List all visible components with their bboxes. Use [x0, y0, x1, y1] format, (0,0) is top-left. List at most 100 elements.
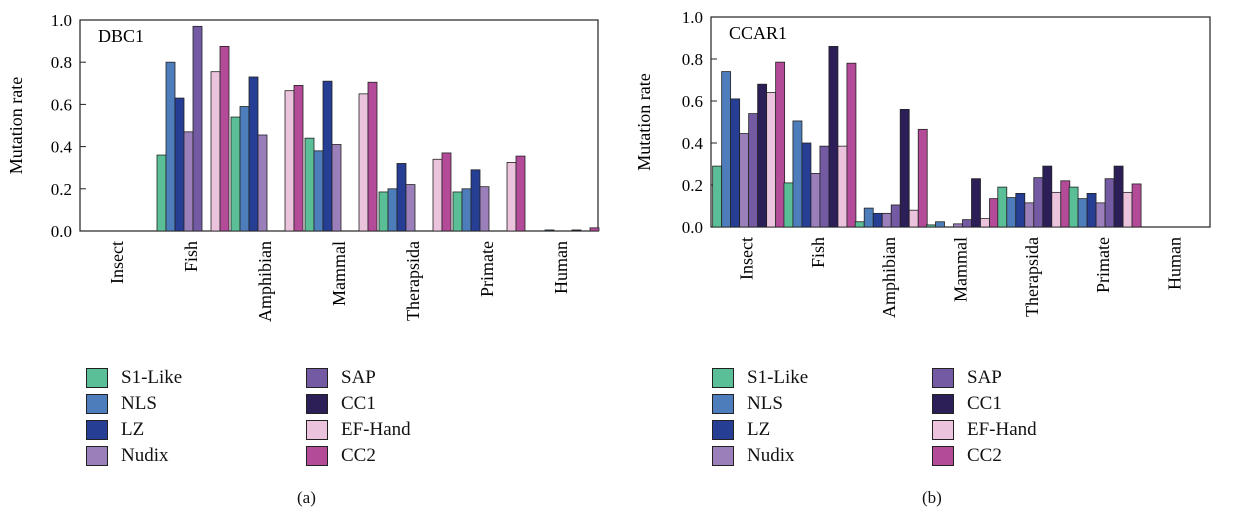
bar-therapsida-cc2: [441, 152, 452, 232]
bar-insect-ef-hand: [766, 92, 777, 228]
bar-mammal-cc1: [971, 178, 981, 228]
legend-label: S1-Like: [747, 367, 809, 388]
bar-mammal-lz: [322, 80, 333, 232]
bar-amphibian-lz: [872, 212, 883, 228]
bar-therapsida-cc1: [1042, 165, 1053, 228]
bar-fish-lz: [801, 142, 812, 228]
bar-insect-nudix: [739, 133, 750, 228]
bar-fish-cc1: [828, 46, 839, 228]
legend-swatch: [306, 368, 328, 388]
bar-insect-s1-like: [712, 165, 723, 228]
legend-item: LZ: [712, 418, 770, 442]
legend-item: CC1: [932, 392, 1002, 416]
x-tick-label: Fish: [808, 237, 828, 268]
bar-therapsida-lz: [1015, 192, 1026, 228]
bar-insect-nls: [721, 71, 732, 228]
bar-therapsida-nls: [1006, 197, 1017, 228]
bar-mammal-nudix: [331, 144, 342, 232]
bar-therapsida-s1-like: [997, 186, 1008, 228]
x-tick-label: Therapsida: [403, 241, 423, 321]
bar-primate-s1-like: [452, 191, 463, 232]
legend-item: CC1: [306, 392, 376, 416]
bar-amphibian-nudix: [257, 134, 268, 232]
bar-amphibian-nls: [863, 207, 874, 228]
y-tick-label: 0.0: [51, 222, 72, 241]
chart-panel-b: 0.0 0.2 0.4 0.6 0.8 1.0 Mutation rate CCAR1 Inse…: [618, 0, 1236, 516]
legend-label: EF-Hand: [967, 419, 1037, 440]
bar-human-cc1: [571, 229, 582, 232]
y-tick-label: 0.0: [682, 218, 703, 237]
legend-label: Nudix: [747, 445, 795, 466]
legend-a: S1-Like NLS LZ Nudix SAP CC1 EF-Hand CC2: [86, 366, 446, 476]
legend-item: SAP: [306, 366, 376, 390]
legend-item: CC2: [306, 444, 376, 468]
x-tick-label: Insect: [107, 241, 127, 284]
bar-primate-s1-like: [1068, 186, 1079, 228]
bar-mammal-ef-hand: [980, 218, 990, 228]
y-tick-label: 0.6: [682, 92, 703, 111]
legend-label: EF-Hand: [341, 419, 411, 440]
legend-label: S1-Like: [121, 367, 183, 388]
legend-item: NLS: [86, 392, 157, 416]
caption-a: (a): [297, 488, 316, 507]
legend-label: SAP: [967, 367, 1002, 388]
bar-human-lz: [544, 229, 555, 232]
bar-insect-cc1: [757, 83, 768, 228]
legend-swatch: [86, 420, 108, 440]
bar-primate-sap: [1104, 178, 1115, 228]
bar-amphibian-ef-hand: [284, 90, 295, 232]
bar-primate-lz: [1086, 192, 1097, 228]
legend-swatch: [306, 446, 328, 466]
legend-item: CC2: [932, 444, 1002, 468]
x-tick-label: Mammal: [951, 237, 971, 302]
bar-mammal-cc2: [989, 198, 999, 228]
bar-primate-ef-hand: [506, 162, 517, 232]
legend-swatch: [932, 368, 954, 388]
x-tick-label: Amphibian: [255, 241, 275, 322]
bar-amphibian-s1-like: [230, 116, 241, 232]
bar-insect-lz: [730, 98, 741, 228]
bar-primate-nudix: [1095, 202, 1106, 228]
bar-amphibian-nls: [239, 106, 250, 232]
bar-fish-s1-like: [156, 154, 167, 232]
legend-swatch: [712, 420, 734, 440]
y-tick-label: 0.6: [51, 95, 72, 114]
bar-fish-nls: [792, 120, 803, 228]
bar-therapsida-s1-like: [378, 191, 389, 232]
bar-primate-cc2: [1131, 183, 1142, 228]
y-tick-label: 1.0: [682, 8, 703, 27]
legend-item: SAP: [932, 366, 1002, 390]
y-axis-label: Mutation rate: [634, 73, 654, 170]
legend-label: NLS: [121, 393, 157, 414]
bar-mammal-nls: [313, 150, 324, 232]
bar-primate-nudix: [479, 186, 490, 232]
bar-amphibian-lz: [248, 76, 259, 232]
legend-item: Nudix: [86, 444, 169, 468]
bar-amphibian-sap: [890, 204, 901, 228]
bar-amphibian-cc2: [917, 128, 928, 228]
bar-amphibian-cc1: [899, 109, 910, 228]
y-tick-label: 0.2: [51, 180, 72, 199]
caption-b: (b): [922, 488, 942, 507]
x-tick-label: Human: [1164, 237, 1184, 290]
legend-label: CC1: [967, 393, 1002, 414]
legend-swatch: [86, 368, 108, 388]
bar-primate-lz: [470, 169, 481, 232]
legend-label: SAP: [341, 367, 376, 388]
legend-swatch: [712, 368, 734, 388]
bar-fish-s1-like: [783, 182, 794, 228]
bar-fish-cc2: [219, 45, 230, 232]
x-tick-label: Therapsida: [1022, 237, 1042, 317]
bar-mammal-sap: [962, 219, 972, 228]
x-tick-label: Fish: [181, 241, 201, 272]
bar-amphibian-cc2: [293, 85, 304, 232]
bar-insect-cc2: [775, 61, 786, 228]
bar-primate-cc2: [515, 155, 526, 232]
y-tick-label: 1.0: [51, 11, 72, 30]
bar-therapsida-cc2: [1060, 180, 1071, 228]
bar-therapsida-nudix: [1024, 202, 1035, 228]
legend-label: Nudix: [121, 445, 169, 466]
bar-fish-ef-hand: [837, 145, 848, 228]
y-tick-label: 0.8: [51, 53, 72, 72]
y-axis-label: Mutation rate: [6, 77, 26, 174]
